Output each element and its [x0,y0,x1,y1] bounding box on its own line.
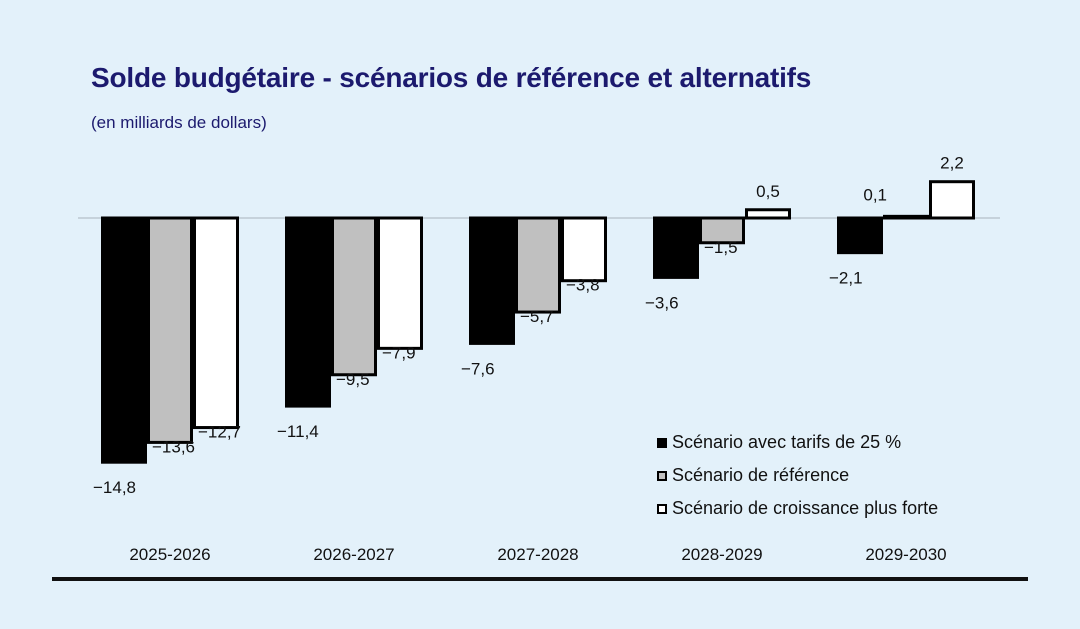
legend-label-reference: Scénario de référence [672,465,850,485]
bar-group-2028-2029: −3,6 −1,5 0,5 [645,182,791,312]
data-label-reference-2029-2030: 0,1 [863,185,887,204]
legend-swatch-tariffs [657,437,667,448]
bar-reference-2028-2029 [699,216,745,245]
bar-tariffs-2027-2028 [469,216,515,345]
category-label-2026-2027: 2026-2027 [313,545,394,564]
data-label-growth-2026-2027: −7,9 [382,343,416,362]
data-label-reference-2027-2028: −5,7 [520,307,554,326]
bar-tariffs-2029-2030 [837,216,883,255]
category-label-2025-2026: 2025-2026 [129,545,210,564]
data-label-tariffs-2027-2028: −7,6 [461,359,495,378]
bar-growth-2026-2027 [377,216,423,350]
bar-reference-2025-2026 [147,216,193,444]
bar-growth-2027-2028 [561,216,607,283]
category-label-2029-2030: 2029-2030 [865,545,946,564]
bar-growth-2028-2029 [745,208,791,220]
legend-item-tariffs: Scénario avec tarifs de 25 % [657,426,938,459]
chart-legend: Scénario avec tarifs de 25 % Scénario de… [657,426,938,525]
data-label-growth-2028-2029: 0,5 [756,182,780,201]
legend-label-growth: Scénario de croissance plus forte [672,498,939,518]
data-label-reference-2026-2027: −9,5 [336,370,370,389]
data-label-tariffs-2025-2026: −14,8 [93,478,136,497]
legend-swatch-reference [657,470,667,481]
chart-title: Solde budgétaire - scénarios de référenc… [91,62,812,93]
bar-group-2027-2028: −7,6 −5,7 −3,8 [461,216,607,378]
data-label-growth-2027-2028: −3,8 [566,276,600,295]
bar-tariffs-2028-2029 [653,216,699,279]
data-label-tariffs-2026-2027: −11,4 [277,422,319,441]
legend-label-tariffs: Scénario avec tarifs de 25 % [672,432,902,452]
legend-item-reference: Scénario de référence [657,459,938,492]
data-label-tariffs-2029-2030: −2,1 [829,269,863,288]
category-label-2027-2028: 2027-2028 [497,545,578,564]
legend-swatch-growth [657,503,667,514]
bottom-rule [52,577,1028,581]
data-label-growth-2029-2030: 2,2 [940,154,964,173]
bar-group-2029-2030: −2,1 0,1 2,2 [829,154,975,288]
bar-tariffs-2026-2027 [285,216,331,408]
bar-group-2026-2027: −11,4 −9,5 −7,9 [277,216,423,441]
bar-reference-2029-2030 [883,214,929,220]
data-label-reference-2025-2026: −13,6 [152,437,195,456]
bar-tariffs-2025-2026 [101,216,147,464]
data-label-growth-2025-2026: −12,7 [198,423,241,442]
data-label-reference-2028-2029: −1,5 [704,238,738,257]
legend-item-growth: Scénario de croissance plus forte [657,492,938,525]
bar-reference-2027-2028 [515,216,561,314]
bar-growth-2025-2026 [193,216,239,430]
bar-group-2025-2026: −14,8 −13,6−12,7 [93,216,241,497]
bar-reference-2026-2027 [331,216,377,377]
data-label-tariffs-2028-2029: −3,6 [645,293,679,312]
chart-subtitle: (en milliards de dollars) [91,113,267,132]
bar-growth-2029-2030 [929,180,975,220]
category-label-2028-2029: 2028-2029 [681,545,762,564]
